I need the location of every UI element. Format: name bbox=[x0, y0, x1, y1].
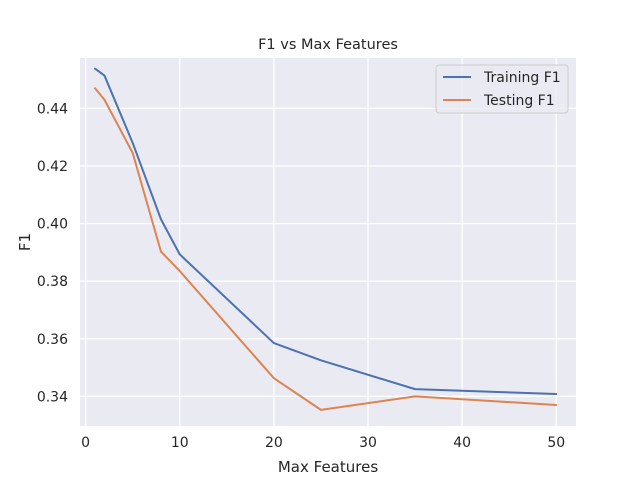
y-tick-label: 0.38 bbox=[37, 274, 68, 290]
series-lines bbox=[94, 67, 558, 411]
x-tick-label: 0 bbox=[81, 435, 90, 451]
y-tick-label: 0.36 bbox=[37, 332, 68, 348]
legend-label: Testing F1 bbox=[483, 93, 555, 109]
x-tick-label: 20 bbox=[265, 435, 283, 451]
legend-label: Training F1 bbox=[483, 70, 561, 86]
x-tick-label: 10 bbox=[171, 435, 189, 451]
series-line-testing bbox=[94, 87, 558, 411]
x-tick-label: 30 bbox=[359, 435, 377, 451]
grid bbox=[80, 58, 576, 426]
tick-labels: 0 10 20 30 40 50 0.34 0.36 0.38 0.40 0.42 0.44 bbox=[37, 101, 565, 451]
y-tick-label: 0.34 bbox=[37, 389, 68, 405]
y-tick-label: 0.44 bbox=[37, 101, 68, 117]
x-tick-label: 40 bbox=[453, 435, 471, 451]
y-axis-label: F1 bbox=[16, 233, 34, 251]
y-tick-label: 0.40 bbox=[37, 217, 68, 233]
x-axis-label: Max Features bbox=[278, 458, 378, 476]
y-tick-label: 0.42 bbox=[37, 159, 68, 175]
series-line-training bbox=[94, 67, 558, 396]
chart-title: F1 vs Max Features bbox=[258, 37, 398, 53]
plot-area bbox=[80, 58, 576, 426]
x-tick-label: 50 bbox=[547, 435, 565, 451]
legend: Training F1 Testing F1 bbox=[435, 64, 569, 114]
